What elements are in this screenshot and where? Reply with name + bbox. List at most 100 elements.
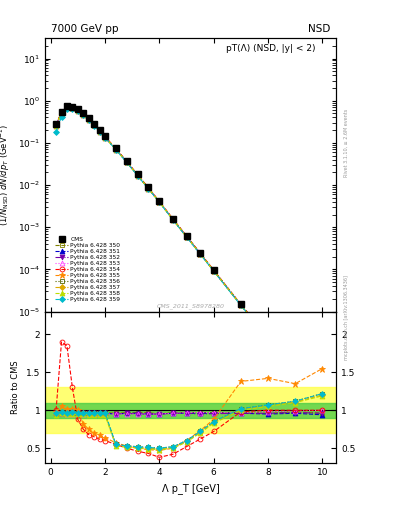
Text: Rivet 3.1.10, ≥ 2.6M events: Rivet 3.1.10, ≥ 2.6M events <box>344 109 349 178</box>
Pythia 6.428 354 <box>97 127 102 134</box>
Pythia 6.428 354 <box>114 145 118 152</box>
Pythia 6.428 352 <box>59 110 64 116</box>
Pythia 6.428 359 <box>171 217 175 223</box>
CMS <box>124 158 129 164</box>
Pythia 6.428 351 <box>97 128 102 134</box>
Pythia 6.428 357 <box>81 111 86 117</box>
Pythia 6.428 355 <box>92 122 96 128</box>
CMS <box>293 366 298 372</box>
Pythia 6.428 351 <box>239 302 243 308</box>
Pythia 6.428 354 <box>64 103 69 110</box>
Pythia 6.428 357 <box>97 128 102 134</box>
CMS <box>135 171 140 177</box>
Pythia 6.428 358 <box>211 268 216 274</box>
Pythia 6.428 352 <box>198 250 202 257</box>
CMS <box>211 267 216 273</box>
Pythia 6.428 354 <box>135 172 140 178</box>
Pythia 6.428 353 <box>114 146 118 153</box>
Pythia 6.428 352 <box>184 233 189 240</box>
Text: mcplots.cern.ch [arXiv:1306.3436]: mcplots.cern.ch [arXiv:1306.3436] <box>344 275 349 360</box>
Pythia 6.428 357 <box>103 134 107 140</box>
Pythia 6.428 356 <box>81 111 86 117</box>
Pythia 6.428 351 <box>293 366 298 372</box>
Pythia 6.428 351 <box>92 122 96 128</box>
Pythia 6.428 357 <box>157 199 162 205</box>
Pythia 6.428 353 <box>54 123 59 129</box>
Pythia 6.428 357 <box>86 116 91 122</box>
Pythia 6.428 350 <box>239 302 243 308</box>
Pythia 6.428 354 <box>103 134 107 140</box>
Pythia 6.428 353 <box>86 117 91 123</box>
Pythia 6.428 359 <box>75 108 80 114</box>
Pythia 6.428 354 <box>293 366 298 372</box>
Pythia 6.428 359 <box>293 367 298 373</box>
Pythia 6.428 350 <box>124 159 129 165</box>
Pythia 6.428 352 <box>171 217 175 223</box>
Pythia 6.428 350 <box>135 172 140 178</box>
Pythia 6.428 355 <box>124 159 129 165</box>
Pythia 6.428 352 <box>97 128 102 134</box>
Pythia 6.428 351 <box>70 104 75 111</box>
Line: Pythia 6.428 353: Pythia 6.428 353 <box>53 105 325 404</box>
Pythia 6.428 351 <box>114 146 118 152</box>
Pythia 6.428 358 <box>157 199 162 205</box>
Pythia 6.428 351 <box>64 104 69 110</box>
Pythia 6.428 359 <box>70 106 75 112</box>
Pythia 6.428 352 <box>157 199 162 205</box>
Pythia 6.428 359 <box>135 173 140 179</box>
Pythia 6.428 358 <box>70 105 75 112</box>
Pythia 6.428 358 <box>114 146 118 153</box>
Pythia 6.428 354 <box>239 302 243 308</box>
Pythia 6.428 350 <box>198 250 202 257</box>
Pythia 6.428 353 <box>211 268 216 274</box>
Pythia 6.428 353 <box>92 122 96 129</box>
Pythia 6.428 359 <box>198 251 202 257</box>
Pythia 6.428 359 <box>124 159 129 165</box>
Pythia 6.428 354 <box>81 111 86 117</box>
Pythia 6.428 358 <box>320 398 325 404</box>
Pythia 6.428 357 <box>211 268 216 274</box>
Pythia 6.428 353 <box>135 173 140 179</box>
Pythia 6.428 351 <box>146 185 151 191</box>
Bar <box>45 388 336 433</box>
Pythia 6.428 350 <box>59 109 64 115</box>
Legend: CMS, Pythia 6.428 350, Pythia 6.428 351, Pythia 6.428 352, Pythia 6.428 353, Pyt: CMS, Pythia 6.428 350, Pythia 6.428 351,… <box>54 236 121 303</box>
CMS <box>184 232 189 239</box>
Pythia 6.428 358 <box>103 135 107 141</box>
Pythia 6.428 352 <box>320 398 325 404</box>
Pythia 6.428 358 <box>54 123 59 129</box>
Pythia 6.428 354 <box>75 107 80 113</box>
Pythia 6.428 351 <box>198 250 202 257</box>
Pythia 6.428 359 <box>239 303 243 309</box>
CMS <box>59 109 64 115</box>
Pythia 6.428 358 <box>59 110 64 116</box>
Pythia 6.428 355 <box>266 335 270 341</box>
Pythia 6.428 356 <box>114 146 118 152</box>
Pythia 6.428 355 <box>103 134 107 140</box>
Pythia 6.428 355 <box>239 302 243 308</box>
Pythia 6.428 350 <box>92 121 96 127</box>
Line: Pythia 6.428 354: Pythia 6.428 354 <box>53 104 325 403</box>
Pythia 6.428 356 <box>146 185 151 191</box>
Pythia 6.428 351 <box>320 398 325 404</box>
Bar <box>45 402 336 418</box>
Pythia 6.428 359 <box>103 135 107 141</box>
Pythia 6.428 356 <box>97 128 102 134</box>
Pythia 6.428 354 <box>157 198 162 204</box>
Pythia 6.428 351 <box>103 134 107 140</box>
Pythia 6.428 356 <box>86 116 91 122</box>
Pythia 6.428 351 <box>211 268 216 274</box>
Pythia 6.428 355 <box>184 233 189 240</box>
Pythia 6.428 350 <box>114 146 118 152</box>
Text: 7000 GeV pp: 7000 GeV pp <box>51 24 119 34</box>
CMS <box>320 397 325 403</box>
Pythia 6.428 357 <box>198 250 202 257</box>
Pythia 6.428 353 <box>266 335 270 342</box>
Pythia 6.428 358 <box>239 302 243 308</box>
Pythia 6.428 359 <box>97 129 102 135</box>
Pythia 6.428 351 <box>75 108 80 114</box>
Pythia 6.428 353 <box>103 135 107 141</box>
Pythia 6.428 353 <box>81 112 86 118</box>
Pythia 6.428 356 <box>75 108 80 114</box>
Line: Pythia 6.428 355: Pythia 6.428 355 <box>53 103 326 404</box>
